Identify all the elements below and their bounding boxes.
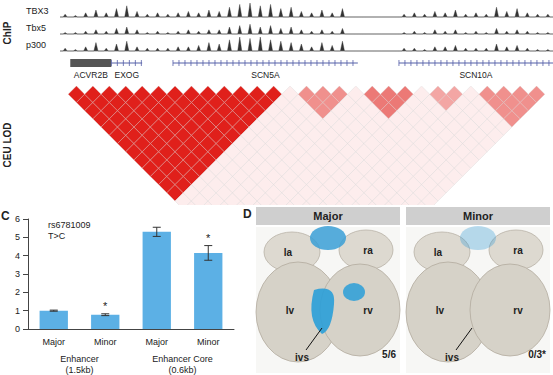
svg-text:Tbx5: Tbx5 bbox=[26, 23, 46, 33]
svg-text:SCN10A: SCN10A bbox=[459, 70, 492, 80]
svg-text:ra: ra bbox=[363, 245, 373, 256]
svg-text:C: C bbox=[1, 209, 10, 223]
svg-text:*: * bbox=[103, 300, 108, 312]
svg-text:Enhancer: Enhancer bbox=[60, 354, 99, 364]
svg-text:Minor: Minor bbox=[197, 337, 220, 347]
svg-text:CEU LOD: CEU LOD bbox=[2, 123, 13, 168]
svg-text:T>C: T>C bbox=[48, 231, 66, 241]
svg-text:ACVR2B: ACVR2B bbox=[74, 70, 108, 80]
svg-text:EXOG: EXOG bbox=[114, 70, 139, 80]
svg-text:*: * bbox=[206, 232, 211, 244]
svg-text:Major: Major bbox=[42, 337, 65, 347]
svg-text:2: 2 bbox=[15, 287, 20, 297]
svg-text:rv: rv bbox=[363, 305, 373, 316]
svg-text:D: D bbox=[243, 207, 252, 221]
svg-text:4: 4 bbox=[15, 251, 20, 261]
svg-text:5/6: 5/6 bbox=[382, 349, 396, 360]
svg-text:rv: rv bbox=[513, 305, 523, 316]
svg-text:ChIP: ChIP bbox=[2, 21, 13, 44]
svg-text:lv: lv bbox=[436, 305, 445, 316]
svg-text:rs6781009: rs6781009 bbox=[48, 220, 91, 230]
svg-text:ivs: ivs bbox=[445, 352, 459, 363]
svg-text:lv: lv bbox=[286, 305, 295, 316]
svg-text:ra: ra bbox=[513, 245, 523, 256]
svg-text:(1.5kb): (1.5kb) bbox=[65, 365, 93, 375]
svg-text:0: 0 bbox=[15, 324, 20, 334]
svg-text:Enhancer Core: Enhancer Core bbox=[152, 354, 213, 364]
svg-text:Minor: Minor bbox=[94, 337, 117, 347]
svg-text:ivs: ivs bbox=[295, 352, 309, 363]
svg-text:la: la bbox=[284, 247, 293, 258]
svg-text:Major: Major bbox=[145, 337, 168, 347]
svg-text:SCN5A: SCN5A bbox=[251, 70, 280, 80]
svg-text:p300: p300 bbox=[26, 40, 46, 50]
svg-text:6: 6 bbox=[15, 214, 20, 224]
svg-text:TBX3: TBX3 bbox=[26, 6, 49, 16]
svg-text:3: 3 bbox=[15, 269, 20, 279]
svg-text:Minor: Minor bbox=[463, 210, 494, 222]
svg-text:0/3*: 0/3* bbox=[528, 349, 546, 360]
svg-text:la: la bbox=[434, 247, 443, 258]
svg-text:1: 1 bbox=[15, 306, 20, 316]
svg-text:Major: Major bbox=[313, 210, 343, 222]
svg-text:5: 5 bbox=[15, 232, 20, 242]
svg-text:(0.6kb): (0.6kb) bbox=[168, 365, 196, 375]
